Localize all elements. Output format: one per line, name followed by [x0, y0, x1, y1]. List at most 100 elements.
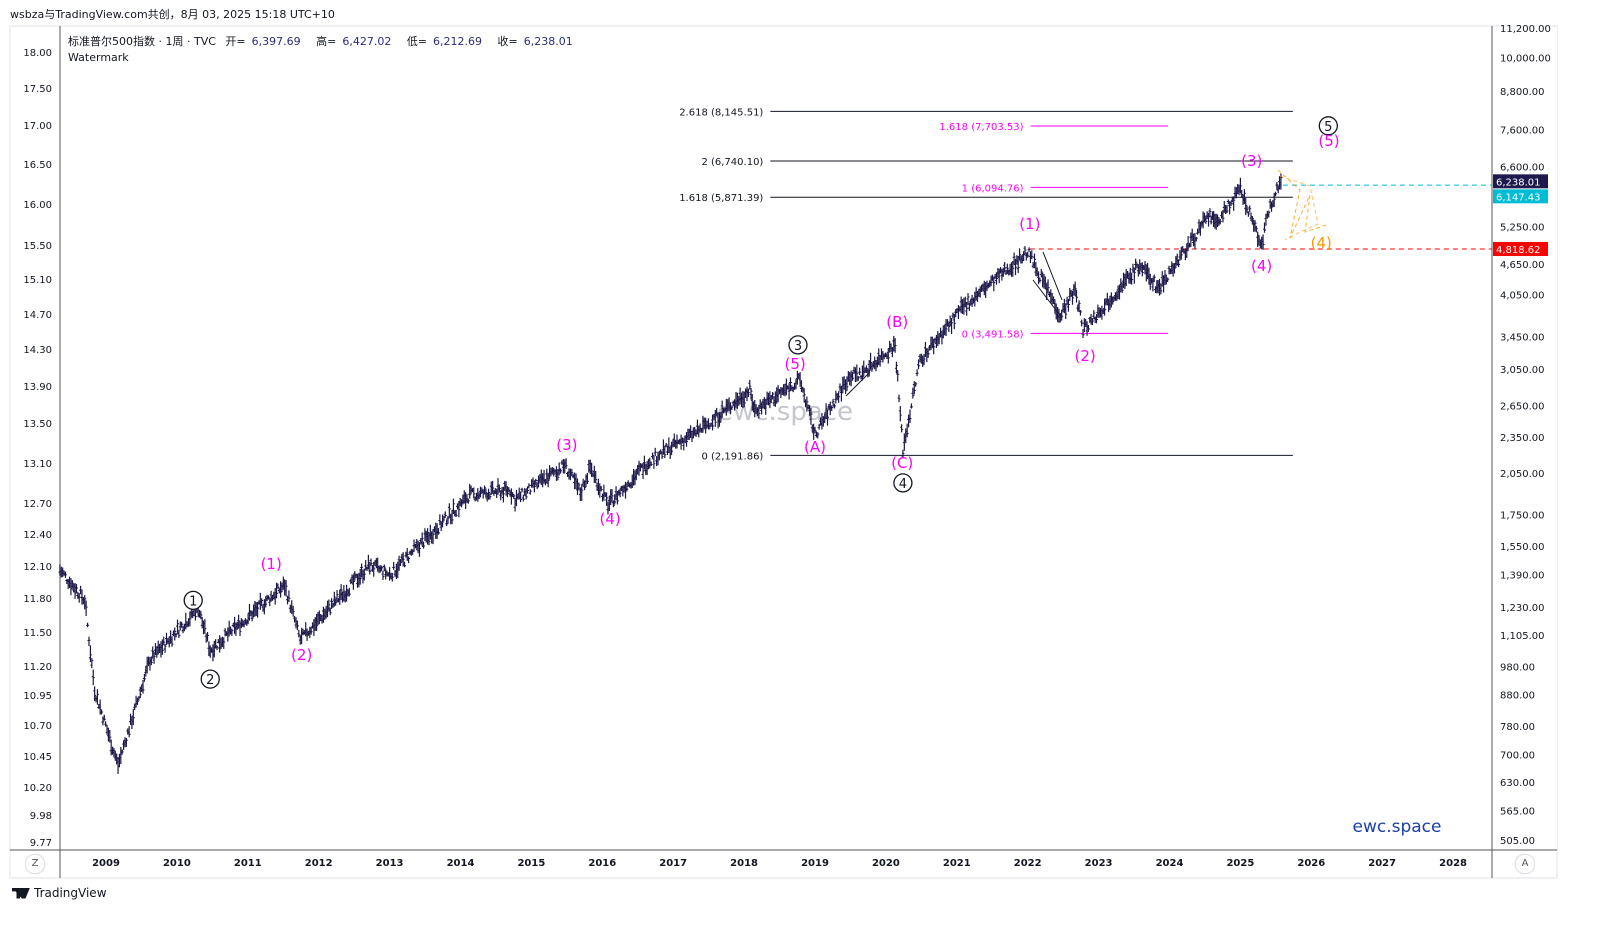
left-axis-tick: 12.40 [23, 530, 52, 541]
wave-label: (4) [1251, 257, 1272, 275]
fib-extension-label: 0 (3,491.58) [962, 329, 1024, 340]
time-axis-tick: 2027 [1368, 858, 1396, 869]
low-value: 6,212.69 [433, 35, 483, 48]
left-axis-tick: 16.00 [23, 200, 52, 211]
wave-label: 5 [1324, 120, 1332, 135]
wave-label: (C) [891, 454, 913, 472]
fib-level-label: 2 (6,740.10) [701, 157, 763, 168]
left-axis-tick: 13.50 [23, 419, 52, 430]
left-axis-tick: 17.50 [23, 84, 52, 95]
left-axis-tick: 10.45 [23, 752, 52, 763]
wave-label: (3) [556, 436, 577, 454]
wave-label: 1 [189, 594, 197, 609]
wave-label: (5) [1318, 132, 1339, 150]
last-price-badge: 6,238.01 [1496, 177, 1541, 188]
price-axis-tick: 980.00 [1500, 662, 1535, 673]
open-value: 6,397.69 [251, 35, 301, 48]
left-axis-tick: 10.95 [23, 691, 52, 702]
left-axis-tick: 13.90 [23, 382, 52, 393]
time-axis-tick: 2021 [943, 858, 971, 869]
wave-label: (1) [1019, 215, 1040, 233]
price-axis-tick: 5,250.00 [1500, 223, 1545, 234]
price-axis-tick: 8,800.00 [1500, 87, 1545, 98]
symbol-title[interactable]: 标准普尔500指数 · 1周 · TVC [68, 35, 216, 48]
watermark-indicator-label[interactable]: Watermark [68, 51, 129, 64]
time-axis-tick: 2012 [305, 858, 333, 869]
price-axis-tick: 4,050.00 [1500, 291, 1545, 302]
left-axis-tick: 10.70 [23, 721, 52, 732]
price-axis-tick: 10,000.00 [1500, 54, 1551, 65]
left-axis-tick: 14.30 [23, 345, 52, 356]
price-axis-tick: 2,350.00 [1500, 433, 1545, 444]
price-line-badge-bg [1493, 189, 1548, 204]
left-axis-tick: 15.10 [23, 275, 52, 286]
trend-line[interactable] [1042, 251, 1063, 301]
time-axis-tick: 2013 [376, 858, 404, 869]
wave-label: (1) [261, 555, 282, 573]
price-axis-tick: 6,600.00 [1500, 163, 1545, 174]
projected-path[interactable] [1277, 169, 1327, 239]
left-axis-tick: 12.70 [23, 499, 52, 510]
wave-label: (3) [1241, 152, 1262, 170]
time-axis-tick: 2010 [163, 858, 191, 869]
price-scale[interactable] [1493, 27, 1557, 849]
price-axis-tick: 1,390.00 [1500, 571, 1545, 582]
symbol-legend: 标准普尔500指数 · 1周 · TVC 开= 6,397.69 高= 6,427.… [68, 33, 585, 49]
wave-circle-icon [183, 590, 203, 610]
left-axis-tick: 9.77 [30, 838, 52, 849]
price-axis-tick: 1,230.00 [1500, 603, 1545, 614]
trend-line[interactable] [845, 371, 871, 397]
chart-frame [9, 25, 1558, 879]
price-axis-tick: 11,200.00 [1500, 24, 1551, 35]
fib-extension-label: 1.618 (7,703.53) [939, 122, 1023, 133]
time-axis-tick: 2011 [234, 858, 262, 869]
close-label: 收= [497, 35, 518, 48]
time-axis-tick: 2017 [659, 858, 687, 869]
price-line-badge-bg [1493, 241, 1548, 256]
fib-level-label: 1.618 (5,871.39) [679, 193, 763, 204]
price-axis-tick: 1,105.00 [1500, 631, 1545, 642]
time-axis-tick: 2009 [92, 858, 120, 869]
attribution-line: wsbza与TradingView.com共创，8月 03, 2025 15:1… [10, 8, 335, 21]
time-axis-tick: 2018 [730, 858, 758, 869]
time-axis-tick: 2023 [1085, 858, 1113, 869]
price-line-badge: 4,818.62 [1496, 245, 1541, 256]
left-axis-tick: 11.20 [23, 662, 52, 673]
price-line-badge: 6,147.43 [1496, 192, 1541, 203]
left-axis-tick: 10.20 [23, 783, 52, 794]
auto-scale-button[interactable]: A [1515, 854, 1535, 874]
price-axis-tick: 880.00 [1500, 690, 1535, 701]
tradingview-logo-icon [12, 887, 30, 899]
last-price-badge-bg [1493, 174, 1548, 189]
low-label: 低= [406, 35, 428, 48]
projected-path-alt[interactable] [1279, 175, 1319, 241]
left-axis-tick: 16.50 [23, 160, 52, 171]
time-axis-tick: 2016 [588, 858, 616, 869]
price-axis-tick: 2,050.00 [1500, 469, 1545, 480]
wave-label: (B) [886, 313, 908, 331]
price-axis-tick: 1,750.00 [1500, 510, 1545, 521]
price-axis-tick: 3,050.00 [1500, 365, 1545, 376]
price-axis-tick: 780.00 [1500, 722, 1535, 733]
wave-label: 2 [206, 673, 214, 688]
open-label: 开= [225, 35, 246, 48]
left-axis-tick: 14.70 [23, 310, 52, 321]
wave-circle-icon [893, 473, 913, 493]
left-axis-tick: 17.00 [23, 121, 52, 132]
wave-circle-icon [788, 335, 808, 355]
corner-watermark: ewc.space [1353, 817, 1442, 837]
left-scale-button[interactable]: Z [25, 854, 45, 874]
time-axis-tick: 2026 [1297, 858, 1325, 869]
high-label: 高= [316, 35, 337, 48]
price-axis-tick: 7,600.00 [1500, 126, 1545, 137]
tradingview-logo[interactable]: TradingView [12, 886, 107, 900]
time-axis-tick: 2019 [801, 858, 829, 869]
left-axis-tick: 18.00 [23, 48, 52, 59]
fib-level-label: 2.618 (8,145.51) [679, 107, 763, 118]
price-axis-tick: 1,550.00 [1500, 542, 1545, 553]
time-axis-tick: 2022 [1014, 858, 1042, 869]
price-axis-tick: 630.00 [1500, 778, 1535, 789]
wave-label: 4 [899, 477, 907, 492]
